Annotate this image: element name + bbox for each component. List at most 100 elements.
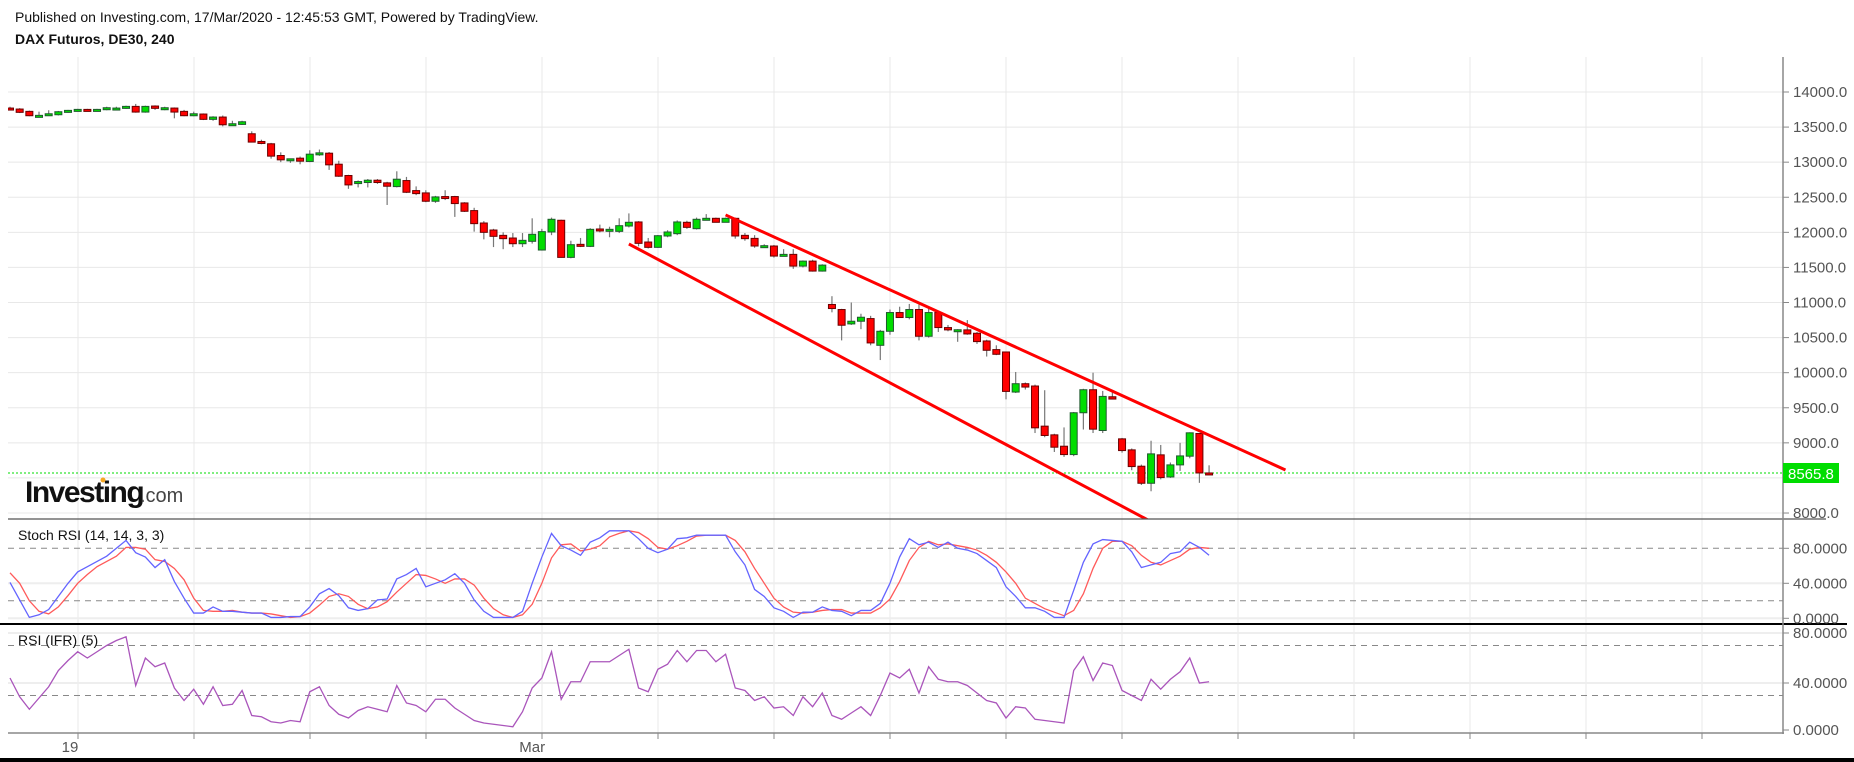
- candle-body: [238, 121, 247, 125]
- candle-body: [576, 243, 585, 247]
- y-tick-label: 14000.0: [1793, 84, 1847, 101]
- y-tick-label: 13000.0: [1793, 154, 1847, 171]
- candle-body: [1011, 383, 1020, 393]
- rsi-title: RSI (IFR) (5): [18, 632, 98, 648]
- candle-body: [750, 237, 759, 247]
- candle: [315, 149, 324, 156]
- candle: [624, 213, 633, 228]
- candle: [83, 108, 92, 112]
- candle-body: [141, 105, 150, 113]
- candles: [8, 103, 1214, 492]
- candle: [973, 331, 981, 344]
- y-tick-label: 40.0000: [1793, 575, 1847, 592]
- candle: [692, 217, 701, 230]
- candle: [586, 228, 595, 248]
- candle-body: [963, 329, 972, 335]
- candle-body: [1031, 385, 1040, 429]
- candle: [1060, 427, 1069, 457]
- candle: [354, 180, 363, 188]
- trendline[interactable]: [628, 242, 1206, 551]
- candle: [760, 244, 769, 249]
- candle: [228, 120, 237, 127]
- candle: [905, 303, 914, 320]
- candle: [1118, 437, 1127, 453]
- candle: [247, 131, 256, 143]
- price-axis[interactable]: 14000.0 13500.0 13000.0 12500.0 12000.0 11500…: [1783, 84, 1847, 739]
- candle: [1079, 388, 1088, 430]
- y-tick-label: 9000.0: [1793, 435, 1839, 452]
- candle-body: [83, 108, 92, 112]
- candle: [856, 313, 865, 330]
- candle: [673, 220, 682, 236]
- candle-body: [1060, 445, 1069, 456]
- candle-body: [383, 182, 392, 187]
- stoch-rsi-lines: [9, 530, 1210, 619]
- candle-body: [1050, 434, 1059, 448]
- candle-body: [334, 163, 343, 177]
- candle-body: [992, 349, 1001, 355]
- candle-body: [44, 113, 53, 117]
- candle: [924, 307, 933, 338]
- candle-body: [344, 175, 353, 186]
- candle: [653, 235, 662, 248]
- candle-body: [73, 108, 82, 112]
- candle: [769, 244, 778, 258]
- candle-body: [1040, 425, 1049, 436]
- candle: [151, 105, 160, 110]
- candle: [508, 233, 517, 248]
- candle-body: [692, 218, 701, 230]
- candle-body: [1089, 389, 1098, 430]
- candle-body: [412, 190, 421, 195]
- candle: [1108, 392, 1117, 400]
- y-tick-label: 10000.0: [1793, 365, 1847, 382]
- candle-body: [827, 303, 836, 310]
- candle-body: [286, 158, 295, 162]
- candle: [663, 230, 672, 238]
- candle-body: [663, 231, 672, 237]
- candle-body: [151, 105, 160, 109]
- candle: [1098, 390, 1107, 434]
- candle: [257, 139, 266, 145]
- time-axis[interactable]: 19 Mar: [62, 733, 1703, 756]
- candle-body: [450, 196, 459, 205]
- candle-body: [943, 327, 952, 331]
- y-tick-label: 13500.0: [1793, 119, 1847, 136]
- candle: [789, 249, 798, 269]
- trend-channel[interactable]: [628, 213, 1287, 551]
- logo-text: Investing: [25, 476, 143, 509]
- last-price-tag: 8565.8: [1783, 463, 1839, 483]
- candle: [566, 240, 575, 259]
- candle: [131, 103, 140, 113]
- candle: [1137, 464, 1146, 485]
- candle-body: [441, 196, 450, 200]
- candle: [373, 179, 382, 184]
- candle: [209, 116, 218, 121]
- trendline[interactable]: [724, 213, 1287, 472]
- candle: [1040, 390, 1049, 438]
- candle-body: [402, 180, 411, 193]
- candle-body: [25, 110, 34, 117]
- candle: [798, 260, 807, 268]
- candle: [267, 142, 276, 159]
- candle-body: [547, 218, 556, 233]
- candle: [170, 107, 179, 119]
- candle: [1002, 351, 1011, 400]
- candle: [189, 111, 198, 117]
- candle: [634, 221, 643, 247]
- grid-lines: [8, 57, 1783, 733]
- candle-body: [740, 234, 749, 240]
- candle-body: [769, 245, 778, 257]
- candle-body: [537, 231, 546, 251]
- candle: [537, 228, 546, 251]
- candle: [421, 190, 430, 203]
- candle: [499, 232, 508, 250]
- candle: [470, 207, 479, 232]
- candle: [1205, 465, 1214, 476]
- candle-body: [131, 105, 140, 113]
- investing-logo: Investing .com: [25, 476, 183, 509]
- candle: [296, 156, 305, 165]
- candle: [1147, 440, 1156, 492]
- candle: [54, 110, 63, 116]
- candle-body: [1176, 455, 1185, 466]
